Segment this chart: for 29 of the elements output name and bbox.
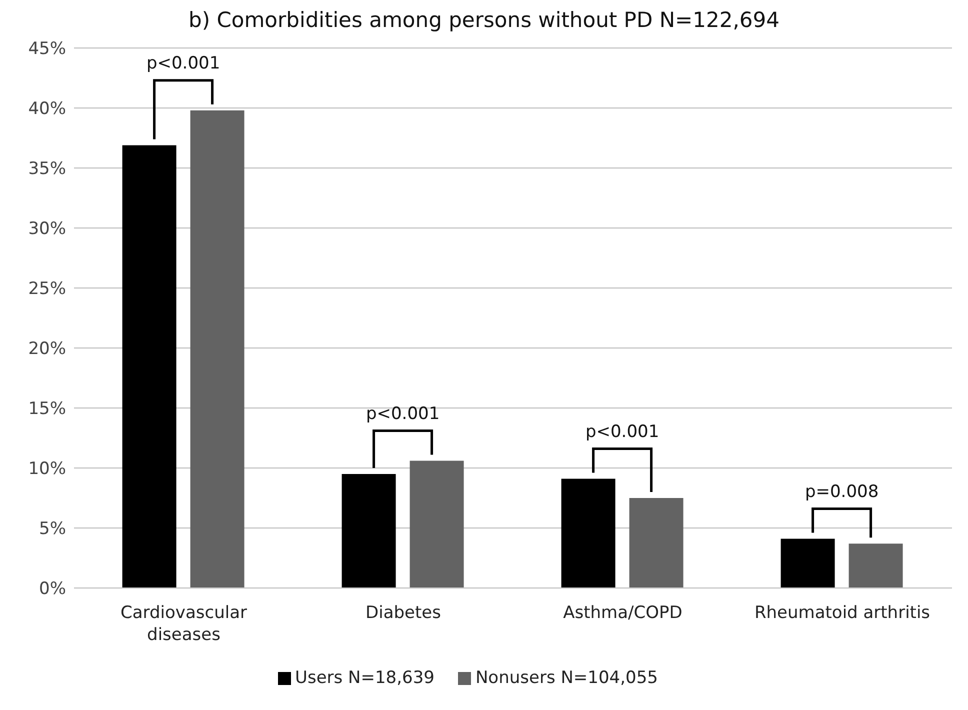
y-tick-label: 20%	[28, 339, 66, 360]
y-tick-label: 30%	[28, 219, 66, 240]
y-tick-label: 40%	[28, 99, 66, 120]
x-tick-label: Diabetes	[366, 603, 442, 623]
bar	[190, 110, 244, 588]
annotation: p=0.008	[804, 482, 879, 502]
legend-label: Users N=18,639	[295, 668, 434, 688]
y-tick-label: 10%	[28, 459, 66, 480]
chart-title: b) Comorbidities among persons without PD N=122,694	[188, 8, 780, 32]
x-tick-label: Cardiovascular diseases	[120, 603, 247, 645]
annotation: p<0.001	[366, 404, 440, 424]
bar	[780, 538, 835, 588]
bar	[342, 474, 396, 588]
bar	[629, 498, 684, 588]
y-tick-label: 35%	[28, 159, 66, 180]
annotation: p<0.001	[585, 422, 660, 442]
bar	[410, 460, 464, 588]
y-tick-label: 45%	[28, 39, 66, 60]
bar	[848, 544, 903, 588]
x-tick-label: Rheumatoid arthritis	[754, 603, 930, 623]
y-tick-label: 15%	[28, 399, 66, 420]
annotation: p<0.001	[146, 53, 220, 74]
bar	[561, 478, 616, 588]
legend-label: Nonusers N=104,055	[475, 668, 658, 688]
bar	[122, 145, 176, 588]
x-tick-label: Asthma/COPD	[563, 603, 682, 623]
y-tick-label: 5%	[39, 519, 66, 540]
y-tick-label: 25%	[28, 279, 66, 300]
y-tick-label: 0%	[39, 579, 66, 600]
